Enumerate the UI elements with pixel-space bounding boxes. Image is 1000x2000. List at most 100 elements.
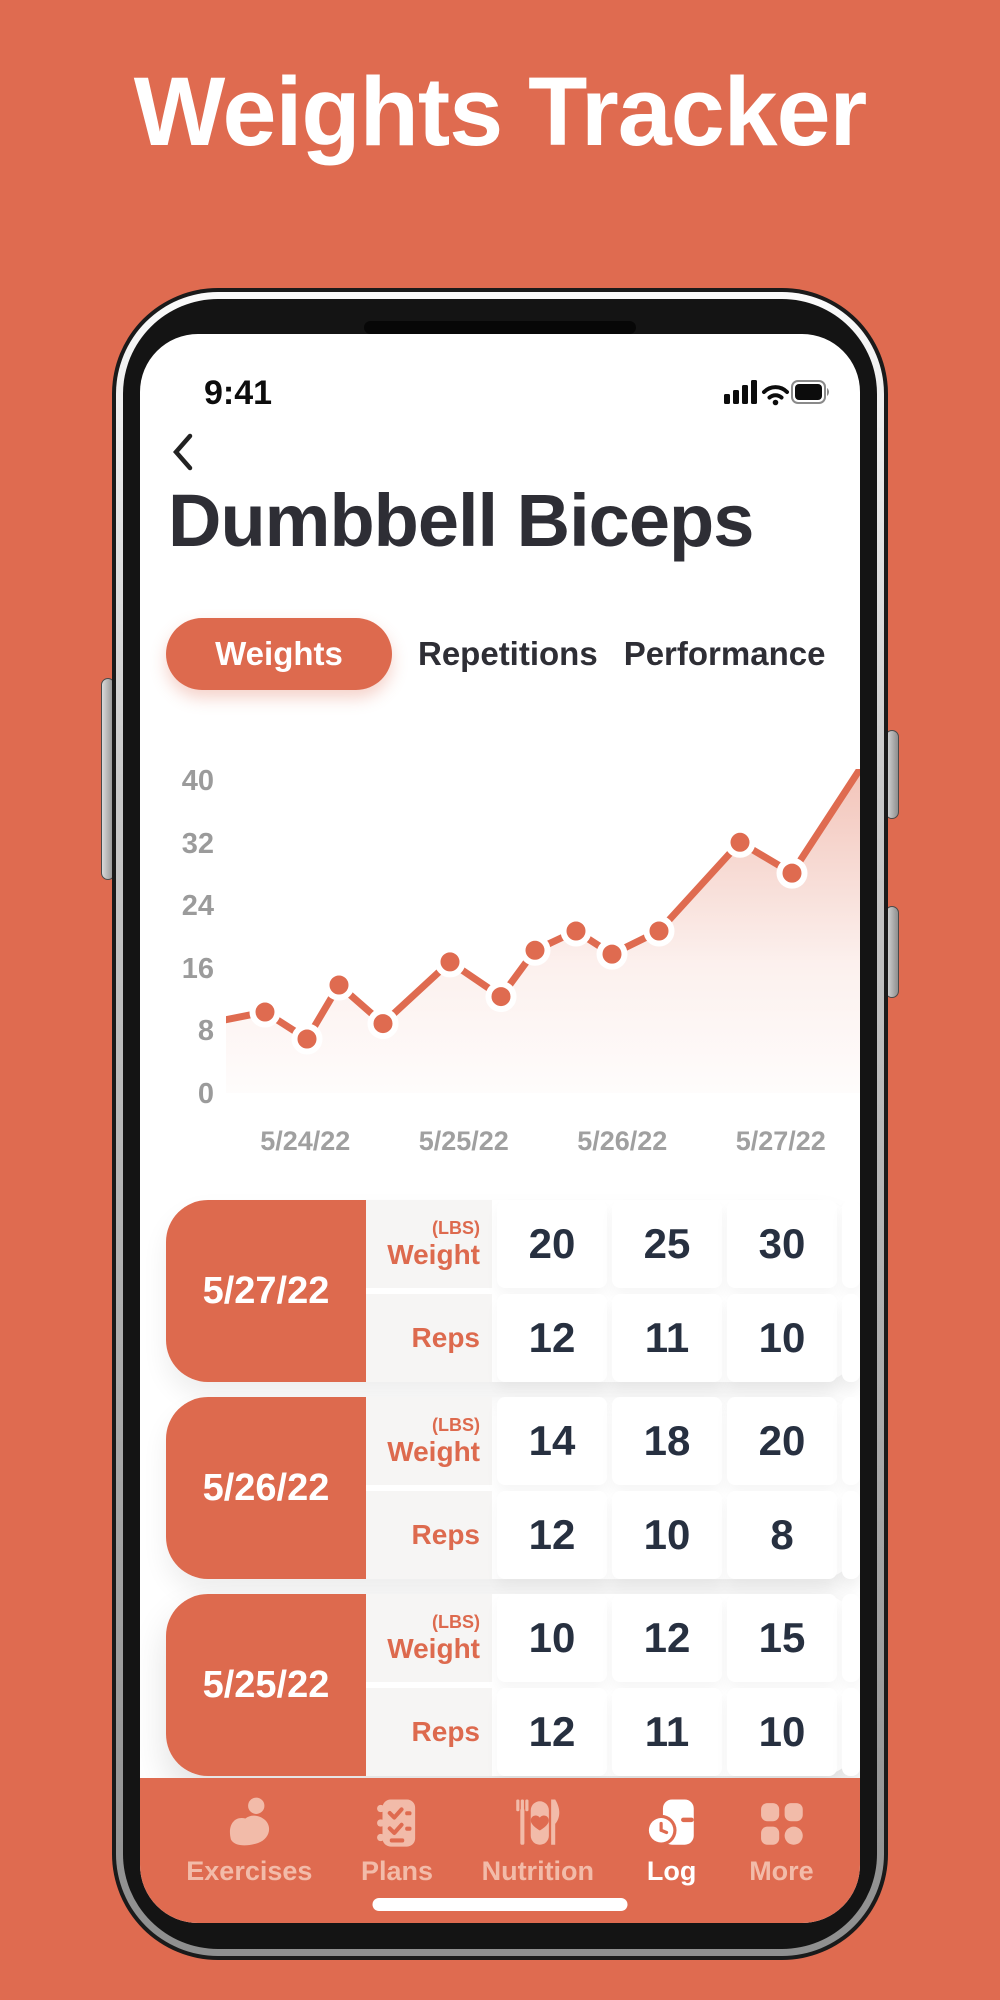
weight-unit-label: (LBS) bbox=[432, 1612, 480, 1632]
weight-value: 18 bbox=[612, 1397, 722, 1485]
more-icon bbox=[761, 1803, 804, 1845]
nav-item-log[interactable]: Log bbox=[643, 1794, 701, 1887]
log-rows: (LBS) Weight 20 25 30 bbox=[366, 1200, 860, 1382]
chart-data-point bbox=[291, 1023, 323, 1055]
battery-full-icon bbox=[791, 380, 829, 404]
tab-repetitions[interactable]: Repetitions bbox=[418, 635, 598, 672]
nav-label: Plans bbox=[360, 1856, 434, 1886]
chart-data-point bbox=[560, 915, 592, 947]
weight-label: Weight bbox=[387, 1633, 480, 1664]
bottom-nav: Exercises bbox=[140, 1778, 860, 1923]
signal-bars-icon bbox=[724, 380, 757, 404]
weight-value-partial bbox=[842, 1397, 860, 1485]
weight-value: 30 bbox=[727, 1200, 837, 1288]
back-button[interactable] bbox=[166, 430, 200, 474]
tab-weights[interactable]: Weights bbox=[166, 618, 392, 690]
reps-value: 10 bbox=[727, 1294, 837, 1382]
nav-item-exercises[interactable]: Exercises bbox=[186, 1794, 312, 1887]
exercise-title: Dumbbell Biceps bbox=[168, 479, 754, 562]
x-tick: 5/25/22 bbox=[418, 1126, 509, 1156]
phone-speaker-slot bbox=[364, 321, 636, 334]
chart-data-point bbox=[643, 915, 675, 947]
phone-screen: 9:41 bbox=[140, 334, 860, 1923]
weight-unit-label: (LBS) bbox=[432, 1415, 480, 1435]
exercises-icon bbox=[230, 1797, 270, 1846]
reps-row-label: Reps bbox=[366, 1491, 492, 1579]
wifi-icon bbox=[762, 385, 789, 406]
y-tick: 0 bbox=[197, 1077, 214, 1110]
reps-label: Reps bbox=[411, 1519, 480, 1550]
y-tick: 16 bbox=[181, 952, 214, 985]
nav-label: Log bbox=[646, 1856, 697, 1886]
weight-value-partial bbox=[842, 1200, 860, 1288]
reps-value-partial bbox=[842, 1294, 860, 1382]
chart-data-point bbox=[323, 969, 355, 1001]
nav-item-more[interactable]: More bbox=[749, 1794, 814, 1887]
page-title: Weights Tracker bbox=[133, 57, 868, 166]
chart-data-point bbox=[596, 938, 628, 970]
phone-frame: 9:41 bbox=[112, 288, 888, 1960]
reps-value: 10 bbox=[727, 1688, 837, 1776]
y-tick: 32 bbox=[181, 827, 214, 860]
reps-row-label: Reps bbox=[366, 1294, 492, 1382]
status-icons bbox=[724, 380, 829, 406]
chart-data-point bbox=[249, 996, 281, 1028]
home-indicator[interactable] bbox=[372, 1898, 628, 1911]
reps-value-partial bbox=[842, 1688, 860, 1776]
reps-value: 11 bbox=[612, 1294, 722, 1382]
x-tick: 5/26/22 bbox=[577, 1126, 668, 1156]
x-tick: 5/27/22 bbox=[735, 1126, 826, 1156]
weight-label: Weight bbox=[387, 1436, 480, 1467]
chart-data-point bbox=[724, 826, 756, 858]
reps-row: Reps 12 10 8 bbox=[366, 1491, 860, 1579]
weight-row: (LBS) Weight 14 18 20 bbox=[366, 1397, 860, 1485]
chart-data-point bbox=[485, 981, 517, 1013]
log-group: 5/26/22 (LBS) Weight 14 18 20 bbox=[166, 1397, 860, 1579]
chart-data-point bbox=[776, 857, 808, 889]
phone-bezel: 9:41 bbox=[123, 299, 877, 1949]
log-date[interactable]: 5/27/22 bbox=[166, 1200, 366, 1382]
weight-value: 25 bbox=[612, 1200, 722, 1288]
log-rows: (LBS) Weight 10 12 15 bbox=[366, 1594, 860, 1776]
chart-x-axis: 5/24/22 5/25/22 5/26/22 5/27/22 bbox=[226, 1126, 860, 1157]
weight-value: 15 bbox=[727, 1594, 837, 1682]
reps-value-partial bbox=[842, 1491, 860, 1579]
chart-data-point bbox=[367, 1008, 399, 1040]
reps-value: 11 bbox=[612, 1688, 722, 1776]
weight-row: (LBS) Weight 10 12 15 bbox=[366, 1594, 860, 1682]
y-tick: 24 bbox=[181, 890, 214, 923]
chart-data-point bbox=[434, 946, 466, 978]
nav-label: Nutrition bbox=[481, 1856, 595, 1886]
log-icon bbox=[645, 1799, 694, 1846]
log-table: 5/27/22 (LBS) Weight 20 25 30 bbox=[166, 1200, 860, 1791]
weight-row-label: (LBS) Weight bbox=[366, 1594, 492, 1682]
reps-row-label: Reps bbox=[366, 1688, 492, 1776]
x-tick: 5/24/22 bbox=[260, 1126, 351, 1156]
weight-row-label: (LBS) Weight bbox=[366, 1200, 492, 1288]
reps-value: 12 bbox=[497, 1294, 607, 1382]
plans-icon bbox=[377, 1799, 416, 1847]
log-date[interactable]: 5/26/22 bbox=[166, 1397, 366, 1579]
tab-performance[interactable]: Performance bbox=[623, 635, 826, 672]
reps-label: Reps bbox=[411, 1322, 480, 1353]
weight-label: Weight bbox=[387, 1239, 480, 1270]
reps-value: 8 bbox=[727, 1491, 837, 1579]
weight-row: (LBS) Weight 20 25 30 bbox=[366, 1200, 860, 1288]
weight-value-partial bbox=[842, 1594, 860, 1682]
weight-value: 12 bbox=[612, 1594, 722, 1682]
status-time: 9:41 bbox=[204, 374, 273, 412]
nav-item-plans[interactable]: Plans bbox=[361, 1794, 433, 1887]
status-bar: 9:41 bbox=[140, 372, 860, 416]
weight-value: 20 bbox=[727, 1397, 837, 1485]
reps-value: 12 bbox=[497, 1491, 607, 1579]
reps-label: Reps bbox=[411, 1716, 480, 1747]
weight-value: 20 bbox=[497, 1200, 607, 1288]
phone-frame-silver-ring: 9:41 bbox=[116, 292, 884, 1956]
log-group: 5/27/22 (LBS) Weight 20 25 30 bbox=[166, 1200, 860, 1382]
nav-label: Exercises bbox=[186, 1856, 313, 1886]
log-group: 5/25/22 (LBS) Weight 10 12 15 bbox=[166, 1594, 860, 1776]
nav-item-nutrition[interactable]: Nutrition bbox=[482, 1794, 594, 1887]
weight-row-label: (LBS) Weight bbox=[366, 1397, 492, 1485]
log-date[interactable]: 5/25/22 bbox=[166, 1594, 366, 1776]
weights-line-chart bbox=[226, 769, 860, 1093]
